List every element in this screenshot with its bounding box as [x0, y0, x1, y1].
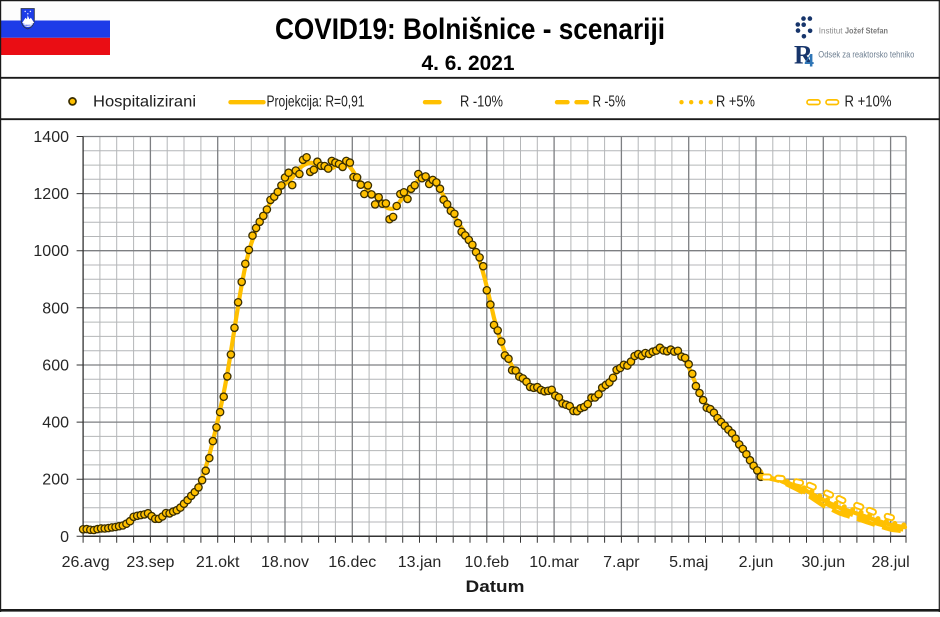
svg-text:Institut Jožef Stefan: Institut Jožef Stefan	[819, 26, 888, 36]
svg-text:Odsek za reaktorsko tehniko: Odsek za reaktorsko tehniko	[818, 50, 914, 60]
svg-text:18.nov: 18.nov	[261, 554, 309, 571]
svg-text:1400: 1400	[33, 129, 69, 146]
svg-text:10.feb: 10.feb	[465, 554, 510, 571]
svg-text:Hospitalizirani: Hospitalizirani	[93, 94, 196, 111]
svg-text:R: R	[794, 41, 813, 70]
svg-text:1200: 1200	[33, 186, 69, 203]
svg-text:2.jun: 2.jun	[739, 554, 774, 571]
svg-text:23.sep: 23.sep	[126, 554, 174, 571]
svg-text:7.apr: 7.apr	[603, 554, 640, 571]
svg-text:Projekcija: R=0,91: Projekcija: R=0,91	[267, 94, 365, 111]
svg-text:200: 200	[42, 472, 69, 489]
svg-text:21.okt: 21.okt	[196, 554, 240, 571]
svg-text:16.dec: 16.dec	[328, 554, 376, 571]
svg-text:10.mar: 10.mar	[529, 554, 579, 571]
svg-text:R -5%: R -5%	[593, 94, 626, 111]
svg-text:R +10%: R +10%	[845, 94, 892, 111]
svg-text:1000: 1000	[33, 243, 69, 260]
svg-text:4: 4	[805, 51, 815, 72]
svg-text:0: 0	[60, 529, 69, 546]
svg-text:26.avg: 26.avg	[62, 554, 110, 571]
svg-text:28.jul: 28.jul	[871, 554, 909, 571]
svg-text:Datum: Datum	[466, 578, 525, 596]
svg-text:COVID19: Bolnišnice - scenarij: COVID19: Bolnišnice - scenariji	[275, 13, 665, 46]
svg-text:800: 800	[42, 300, 69, 317]
svg-text:4. 6. 2021: 4. 6. 2021	[422, 52, 515, 75]
svg-text:30.jun: 30.jun	[802, 554, 846, 571]
svg-text:R -10%: R -10%	[460, 94, 503, 111]
svg-text:600: 600	[42, 358, 69, 375]
svg-text:13.jan: 13.jan	[398, 554, 442, 571]
svg-text:R +5%: R +5%	[716, 94, 755, 111]
svg-text:5.maj: 5.maj	[669, 554, 708, 571]
svg-text:400: 400	[42, 415, 69, 432]
